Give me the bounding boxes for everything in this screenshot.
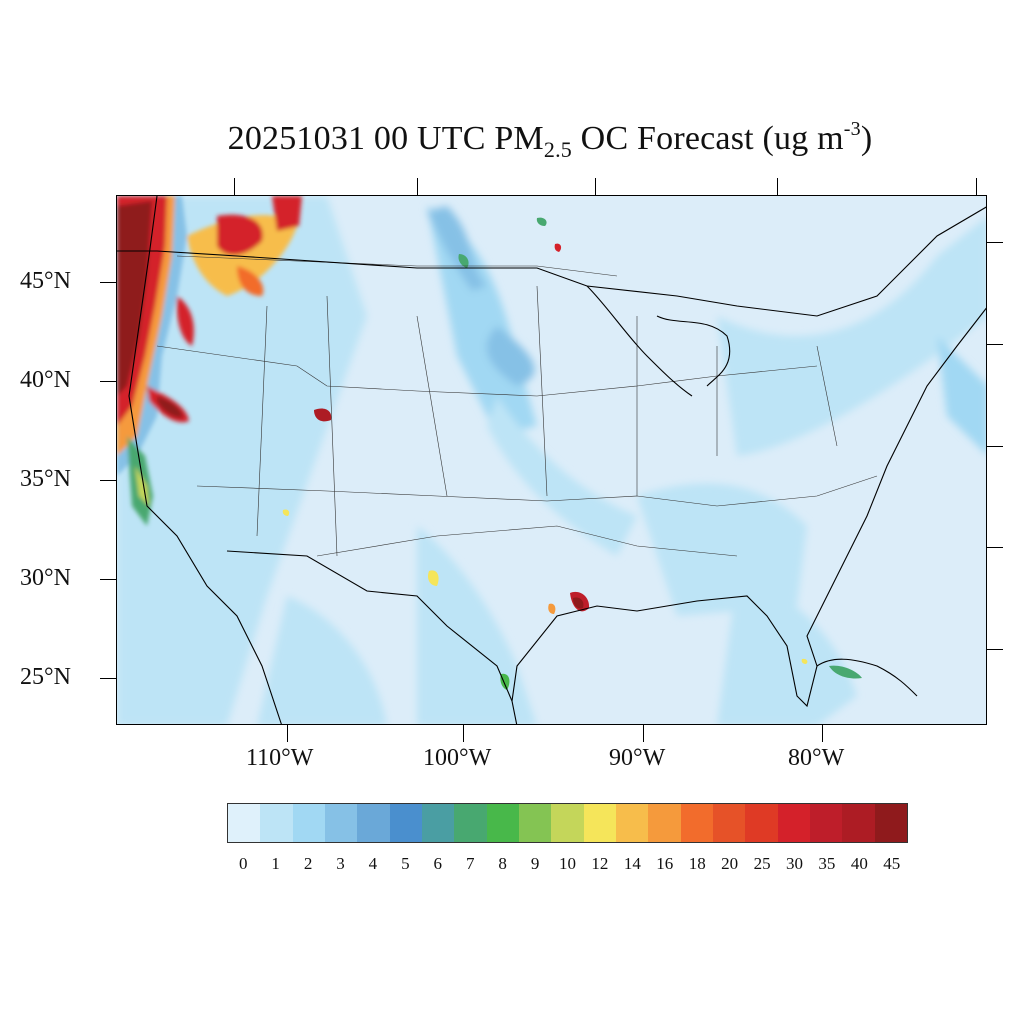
colorbar-swatch <box>324 804 358 842</box>
colorbar-tick-label: 35 <box>818 854 836 873</box>
colorbar-swatch <box>712 804 746 842</box>
colorbar-swatch <box>583 804 616 842</box>
colorbar-tick-label: 1 <box>271 854 280 873</box>
lat-label-35: 35°N <box>20 466 71 492</box>
colorbar-swatch <box>745 804 778 842</box>
colorbar-tick-label: 5 <box>401 854 410 873</box>
lat-tick <box>100 480 116 482</box>
colorbar-tick-label: 20 <box>721 854 739 873</box>
colorbar-swatch <box>551 804 584 842</box>
colorbar-tick-label: 16 <box>656 854 674 873</box>
colorbar <box>227 803 908 843</box>
colorbar-tick-label: 6 <box>433 854 443 873</box>
colorbar-swatch <box>615 804 649 842</box>
lat-label-25: 25°N <box>20 664 71 690</box>
right-tick <box>987 344 1003 346</box>
hotspot-cuba <box>829 665 862 679</box>
colorbar-swatch <box>228 804 261 842</box>
state-boundaries <box>156 255 878 557</box>
colorbar-swatch <box>357 804 390 842</box>
colorbar-tick-label: 45 <box>883 854 901 873</box>
colorbar-tick-label: 0 <box>238 854 248 873</box>
top-tick <box>417 178 419 195</box>
lat-label-40: 40°N <box>20 367 71 393</box>
colorbar-tick-label: 30 <box>786 854 803 873</box>
colorbar-swatch <box>292 804 325 842</box>
hotspots <box>282 217 862 690</box>
lon-label-80w: 80°W <box>788 745 845 771</box>
lat-tick <box>100 579 116 581</box>
top-tick <box>976 178 978 195</box>
lon-tick <box>643 725 645 742</box>
coastline <box>117 196 986 724</box>
lon-tick <box>463 725 465 742</box>
top-tick <box>777 178 779 195</box>
colorbar-swatch <box>809 804 843 842</box>
colorbar-tick-label: 9 <box>530 854 540 873</box>
colorbar-tick-label: 7 <box>465 854 475 873</box>
right-tick <box>987 649 1003 651</box>
top-tick <box>595 178 597 195</box>
colorbar-tick-label: 40 <box>850 854 868 873</box>
colorbar-swatch <box>874 804 907 842</box>
colorbar-swatch <box>486 804 519 842</box>
lon-label-90w: 90°W <box>609 745 666 771</box>
colorbar-swatch <box>389 804 422 842</box>
colorbar-tick-label: 10 <box>559 854 576 873</box>
lat-label-30: 30°N <box>20 565 71 591</box>
colorbar-swatch <box>260 804 293 842</box>
colorbar-tick-label: 4 <box>368 854 378 873</box>
colorbar-tick-label: 18 <box>688 854 706 873</box>
colorbar-tick-label: 14 <box>623 854 641 873</box>
colorbar-tick-label: 8 <box>498 854 507 873</box>
colorbar-tick-label: 12 <box>591 854 609 873</box>
right-tick <box>987 547 1003 549</box>
colorbar-tick-label: 2 <box>303 854 313 873</box>
right-tick <box>987 242 1003 244</box>
colorbar-swatch <box>421 804 455 842</box>
lon-label-110w: 110°W <box>246 745 314 771</box>
map-plot-area <box>116 195 987 725</box>
lat-label-45: 45°N <box>20 268 71 294</box>
lat-tick <box>100 678 116 680</box>
colorbar-tick-label: 3 <box>336 854 345 873</box>
colorbar-swatch <box>842 804 875 842</box>
map-title: 20251031 00 UTC PM2.5 OC Forecast (ug m-… <box>227 118 873 162</box>
west-coast-plume <box>117 196 302 526</box>
lon-tick <box>822 725 824 742</box>
colorbar-tick-label: 25 <box>753 854 771 873</box>
colorbar-swatch <box>648 804 681 842</box>
lon-tick <box>287 725 289 742</box>
top-tick <box>234 178 236 195</box>
hotspot-utah <box>314 408 332 422</box>
lat-tick <box>100 381 116 383</box>
colorbar-swatch <box>777 804 810 842</box>
forecast-map <box>117 196 986 724</box>
colorbar-swatch <box>518 804 552 842</box>
lat-tick <box>100 282 116 284</box>
colorbar-swatch <box>454 804 487 842</box>
right-tick <box>987 446 1003 448</box>
lon-label-100w: 100°W <box>423 745 492 771</box>
haze-layer <box>117 196 986 724</box>
hotspot-west-texas <box>427 570 439 586</box>
colorbar-swatch <box>680 804 713 842</box>
